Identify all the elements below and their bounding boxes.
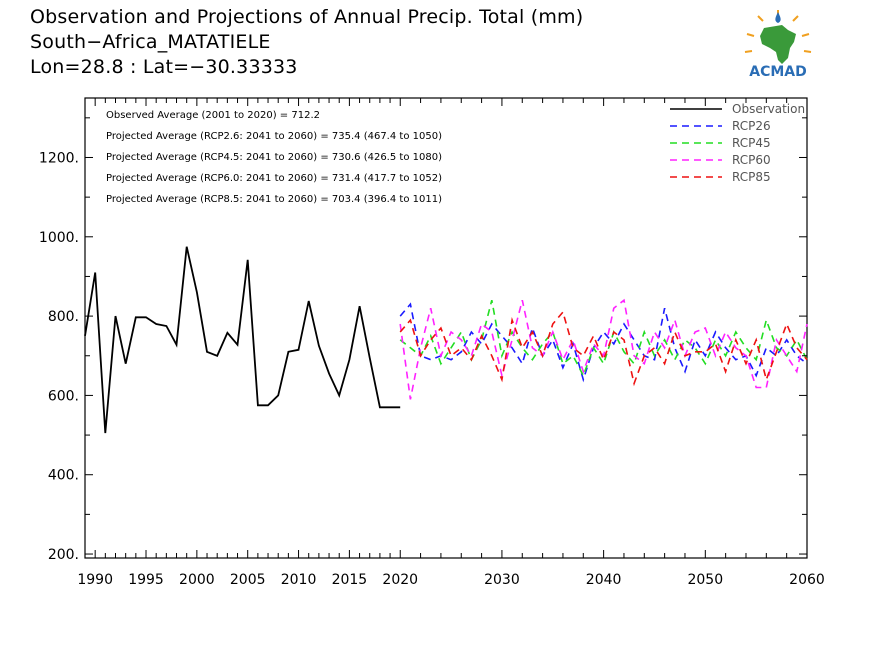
y-tick-label: 400. [48,468,79,484]
average-annotation: Observed Average (2001 to 2020) = 712.2 [106,110,320,121]
coordinates: Lon=28.8 : Lat=−30.33333 [30,56,298,78]
x-tick-label: 2010 [281,572,317,588]
y-tick-label: 1000. [39,230,79,246]
x-tick-label: 2000 [179,572,215,588]
average-annotation: Projected Average (RCP6.0: 2041 to 2060)… [106,173,442,184]
legend-label: Observation [732,102,805,116]
africa-map-icon [744,10,812,64]
y-tick-label: 800. [48,309,79,325]
legend-label: RCP85 [732,170,771,184]
series-line-rcp26 [399,302,808,383]
x-tick-label: 2040 [586,572,622,588]
average-annotation: Projected Average (RCP8.5: 2041 to 2060)… [106,194,442,205]
series-line-rcp60 [399,298,808,400]
chart-title: Observation and Projections of Annual Pr… [30,6,584,28]
y-tick-label: 600. [48,388,79,404]
y-tick-label: 1200. [39,150,79,166]
legend-label: RCP60 [732,153,771,167]
location-name: South−Africa_MATATIELE [30,31,271,53]
x-tick-label: 2050 [687,572,723,588]
plot-frame [84,97,808,559]
average-annotation: Projected Average (RCP4.5: 2041 to 2060)… [106,152,442,163]
series-line-rcp85 [399,310,808,387]
x-tick-label: 1995 [128,572,164,588]
x-tick-label: 1990 [77,572,113,588]
acmad-logo-text: ACMAD [749,64,807,80]
x-tick-label: 2060 [789,572,825,588]
x-tick-label: 2015 [332,572,368,588]
legend-label: RCP45 [732,136,771,150]
legend-label: RCP26 [732,119,771,133]
x-tick-label: 2030 [484,572,520,588]
x-tick-label: 2020 [382,572,418,588]
x-tick-label: 2005 [230,572,266,588]
y-tick-label: 200. [48,547,79,563]
average-annotation: Projected Average (RCP2.6: 2041 to 2060)… [106,131,442,142]
series-line-observation [84,246,401,434]
